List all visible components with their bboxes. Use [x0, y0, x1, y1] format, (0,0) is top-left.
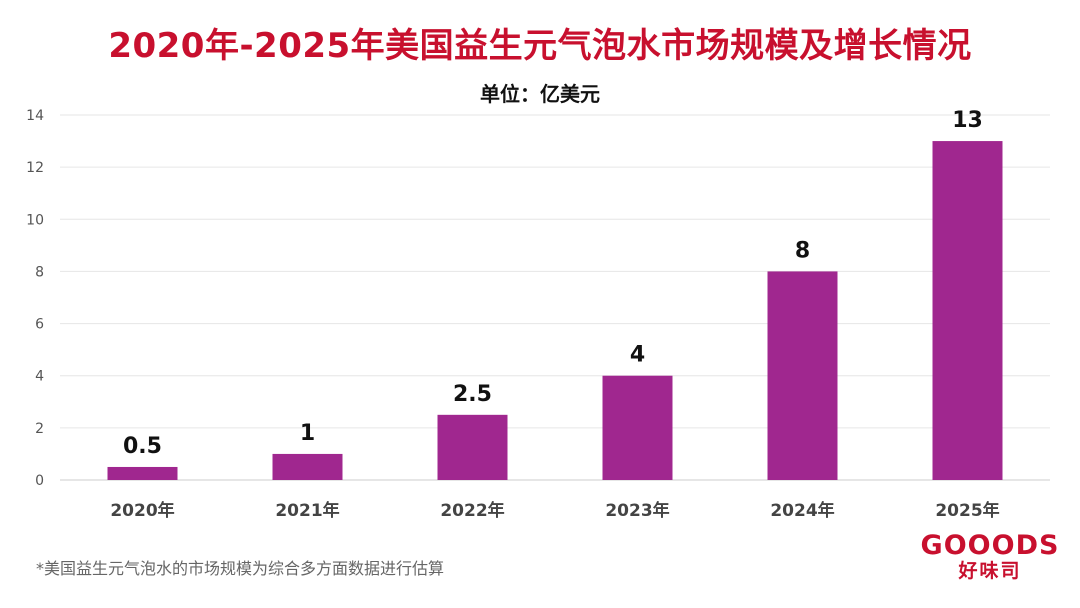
- x-tick-label: 2025年: [935, 500, 999, 521]
- bar: [602, 375, 673, 480]
- data-label: 8: [795, 238, 810, 263]
- brand-logo-cn: 好味司: [958, 560, 1022, 582]
- bar: [272, 453, 343, 480]
- bar: [107, 466, 178, 480]
- y-tick-label: 8: [35, 264, 44, 280]
- y-tick-label: 0: [35, 473, 44, 489]
- y-tick-label: 12: [26, 160, 44, 176]
- x-tick-label: 2023年: [605, 500, 669, 521]
- bar: [767, 271, 838, 480]
- data-label: 0.5: [123, 434, 162, 459]
- chart-subtitle: 单位：亿美元: [480, 82, 600, 106]
- data-label: 1: [300, 421, 315, 446]
- x-tick-label: 2022年: [440, 500, 504, 521]
- chart-title: 2020年-2025年美国益生元气泡水市场规模及增长情况: [108, 26, 972, 66]
- bar: [437, 414, 508, 480]
- x-tick-label: 2020年: [110, 500, 174, 521]
- y-tick-label: 14: [26, 108, 44, 124]
- x-tick-label: 2021年: [275, 500, 339, 521]
- x-tick-label: 2024年: [770, 500, 834, 521]
- y-tick-label: 6: [35, 317, 44, 333]
- y-tick-label: 2: [35, 421, 44, 437]
- data-label: 2.5: [453, 382, 492, 407]
- bar: [932, 141, 1003, 481]
- y-tick-label: 4: [35, 369, 44, 385]
- y-tick-label: 10: [26, 212, 44, 228]
- data-label: 4: [630, 343, 645, 368]
- brand-logo-en: GOOODS: [920, 530, 1060, 561]
- footnote: *美国益生元气泡水的市场规模为综合多方面数据进行估算: [36, 559, 445, 578]
- brand-logo: GOOODS 好味司: [920, 532, 1060, 581]
- data-label: 13: [952, 108, 983, 133]
